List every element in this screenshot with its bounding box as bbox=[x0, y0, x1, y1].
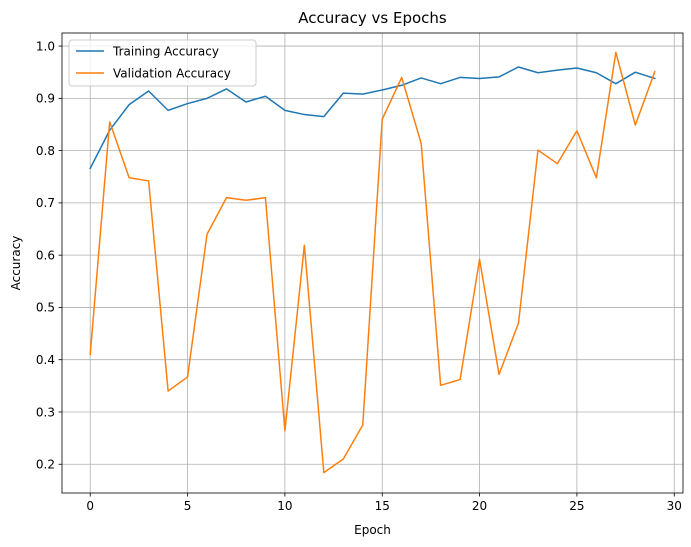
series-layer bbox=[89, 51, 656, 474]
legend-label-training-accuracy: Training Accuracy bbox=[112, 44, 219, 58]
y-tick-label: 0.2 bbox=[36, 458, 55, 472]
y-tick-label: 0.9 bbox=[36, 92, 55, 106]
legend-box bbox=[68, 39, 257, 87]
x-tick-label: 20 bbox=[472, 499, 487, 513]
chart-title: Accuracy vs Epochs bbox=[298, 9, 447, 27]
plot-frame bbox=[61, 32, 684, 494]
x-tick-label: 15 bbox=[375, 499, 390, 513]
y-tick-label: 0.6 bbox=[36, 248, 55, 262]
y-tick-label: 1.0 bbox=[36, 39, 55, 53]
y-axis-label: Accuracy bbox=[9, 236, 23, 291]
x-axis-label: Epoch bbox=[354, 523, 391, 537]
axis-ticks: 0 5 10 15 20 25 30 0.2 0.3 0.4 0.5 0.6 0.7 0.8 0.9 1.0 bbox=[36, 39, 682, 513]
y-tick-label: 0.5 bbox=[36, 301, 55, 315]
x-tick-label: 5 bbox=[184, 499, 192, 513]
x-tick-label: 10 bbox=[277, 499, 292, 513]
y-tick-label: 0.3 bbox=[36, 405, 55, 419]
x-tick-label: 30 bbox=[667, 499, 682, 513]
x-tick-label: 25 bbox=[569, 499, 584, 513]
y-tick-label: 0.7 bbox=[36, 196, 55, 210]
y-tick-label: 0.4 bbox=[36, 353, 55, 367]
y-tick-label: 0.8 bbox=[36, 144, 55, 158]
x-tick-label: 0 bbox=[86, 499, 94, 513]
training-accuracy-line bbox=[89, 66, 656, 170]
legend: Training Accuracy Validation Accuracy bbox=[68, 39, 257, 87]
validation-accuracy-line bbox=[89, 51, 656, 474]
legend-label-validation-accuracy: Validation Accuracy bbox=[113, 66, 231, 80]
grid-lines bbox=[62, 33, 683, 493]
